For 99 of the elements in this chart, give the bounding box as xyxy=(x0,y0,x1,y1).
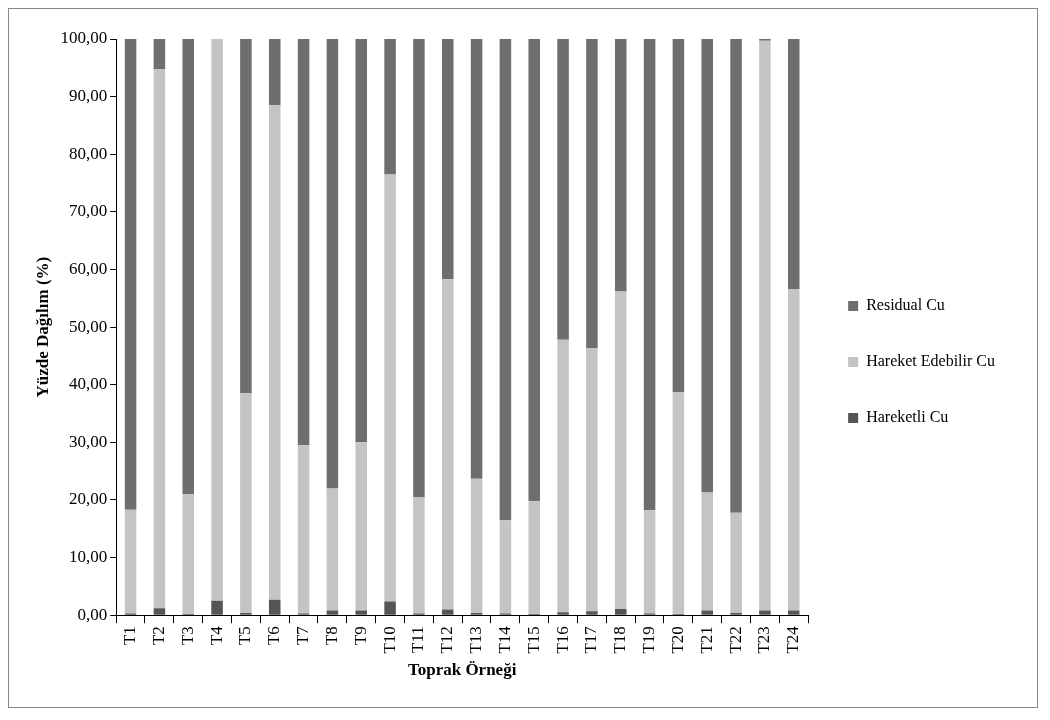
bar xyxy=(268,105,281,600)
bar xyxy=(384,601,396,615)
bar xyxy=(268,599,281,615)
bar xyxy=(499,39,512,521)
bar xyxy=(182,494,194,615)
bar xyxy=(413,39,425,498)
bar xyxy=(787,289,800,611)
x-tick-label: T2 xyxy=(148,626,168,646)
x-tick-label: T15 xyxy=(523,626,543,654)
x-tick-label: T12 xyxy=(437,626,457,654)
x-tick-label: T9 xyxy=(350,626,370,646)
bar xyxy=(182,39,194,495)
bar xyxy=(297,445,310,614)
bar xyxy=(701,492,714,611)
bar xyxy=(355,39,367,443)
bar xyxy=(124,39,137,510)
bar xyxy=(384,174,396,602)
bar xyxy=(614,291,627,609)
x-tick-label: T3 xyxy=(177,626,197,646)
bar xyxy=(643,39,656,511)
x-tick-label: T14 xyxy=(494,625,514,654)
bar xyxy=(672,39,685,393)
bar xyxy=(528,501,540,615)
x-tick-label: T18 xyxy=(610,626,630,654)
bar xyxy=(211,600,223,615)
bar xyxy=(355,442,367,611)
bar xyxy=(470,39,483,479)
bar xyxy=(557,339,569,613)
y-tick-label: 50,00 xyxy=(68,316,108,336)
x-tick-label: T23 xyxy=(754,626,774,654)
y-tick-label: 30,00 xyxy=(68,431,108,451)
bar xyxy=(586,348,598,612)
bar xyxy=(499,520,512,614)
bar xyxy=(240,39,252,394)
bar xyxy=(153,608,166,615)
y-tick-label: 70,00 xyxy=(68,201,108,221)
bar xyxy=(759,40,771,611)
bar xyxy=(701,39,714,493)
bar xyxy=(470,478,483,613)
x-tick-label: T6 xyxy=(264,626,284,646)
legend-label: Hareketli Cu xyxy=(866,408,949,426)
legend-label: Hareket Edebilir Cu xyxy=(866,352,995,370)
y-tick-label: 90,00 xyxy=(68,86,108,106)
bar xyxy=(586,611,598,615)
bar xyxy=(787,39,800,290)
bar xyxy=(787,610,800,615)
y-tick-label: 80,00 xyxy=(68,143,108,163)
x-tick-label: T7 xyxy=(293,625,313,646)
bar xyxy=(413,497,425,614)
y-tick-label: 0,00 xyxy=(77,604,108,624)
bar xyxy=(211,39,223,601)
bar xyxy=(384,39,396,175)
x-tick-label: T8 xyxy=(321,626,341,646)
bar xyxy=(326,488,339,611)
x-tick-label: T1 xyxy=(120,626,140,646)
x-tick-label: T13 xyxy=(466,626,486,654)
x-tick-label: T5 xyxy=(235,626,255,646)
x-tick-label: T17 xyxy=(581,625,601,654)
x-axis-title: Toprak Örneği xyxy=(407,660,517,680)
bar xyxy=(441,609,454,615)
y-tick-label: 60,00 xyxy=(68,258,108,278)
x-tick-label: T22 xyxy=(725,626,745,654)
x-tick-label: T19 xyxy=(639,626,659,654)
y-tick-label: 20,00 xyxy=(68,489,108,509)
bar xyxy=(528,39,540,502)
bar xyxy=(153,39,166,69)
bar xyxy=(586,39,598,349)
x-tick-label: T21 xyxy=(696,626,716,654)
legend-label: Residual Cu xyxy=(866,296,945,314)
y-tick-label: 40,00 xyxy=(68,374,108,394)
y-tick-label: 100,00 xyxy=(60,28,108,48)
y-tick-label: 10,00 xyxy=(68,547,108,567)
bar xyxy=(268,39,281,106)
bar xyxy=(557,612,569,615)
bar xyxy=(297,39,310,446)
bar xyxy=(730,512,742,613)
bar xyxy=(441,39,454,280)
bar xyxy=(326,610,339,615)
y-axis-title: Yüzde Dağılım (%) xyxy=(32,256,52,398)
bar xyxy=(730,39,742,513)
x-tick-label: T10 xyxy=(379,626,399,654)
x-tick-label: T16 xyxy=(552,626,572,654)
bar xyxy=(153,68,166,609)
bar xyxy=(759,610,771,615)
bar xyxy=(672,392,685,615)
bar xyxy=(240,393,252,613)
bar xyxy=(441,279,454,610)
bar xyxy=(701,610,714,615)
bar xyxy=(643,510,656,614)
x-tick-label: T11 xyxy=(408,626,428,653)
bar xyxy=(326,39,339,489)
bar xyxy=(614,39,627,292)
bar xyxy=(614,608,627,615)
bar xyxy=(355,610,367,615)
x-tick-label: T20 xyxy=(667,626,687,654)
x-tick-label: T4 xyxy=(206,625,226,646)
bar xyxy=(124,509,137,614)
x-tick-label: T24 xyxy=(783,625,803,654)
bar xyxy=(557,39,569,340)
